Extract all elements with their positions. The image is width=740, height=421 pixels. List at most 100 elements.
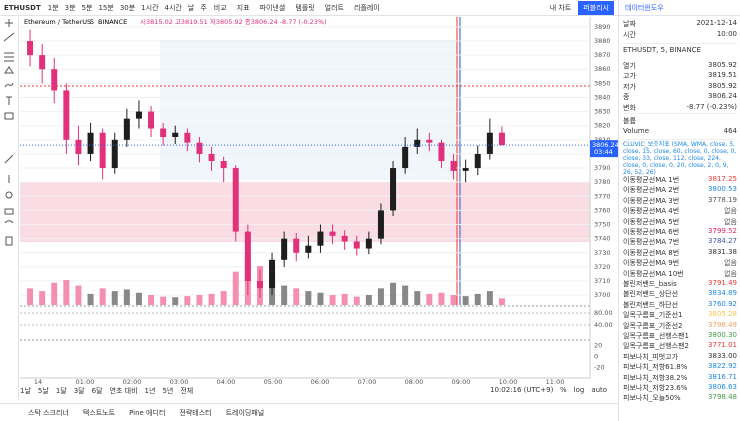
tab[interactable]: Pine 에디터: [129, 408, 166, 417]
scale-options: % log auto: [560, 386, 607, 394]
value: 3834.89: [708, 289, 737, 298]
interval[interactable]: 30분: [119, 3, 136, 12]
y-tick-label: -20: [594, 364, 605, 372]
volume-bar: [341, 293, 348, 305]
tool[interactable]: 지표: [236, 3, 250, 12]
volume-bar: [353, 296, 360, 305]
candle-body: [486, 132, 493, 154]
value: 3800.30: [708, 331, 737, 339]
interval[interactable]: 주: [200, 3, 207, 12]
candle-body: [293, 238, 300, 253]
range[interactable]: 1날: [20, 387, 31, 395]
indicator-row: 이동평균선MA 3번 3778.19: [623, 196, 737, 206]
indicator-row: 볼린저밴드_상단선 3834.89: [623, 289, 737, 299]
value: 3806.63: [708, 383, 737, 391]
interval[interactable]: 15분: [98, 3, 114, 12]
volume-bar: [317, 292, 324, 305]
tool[interactable]: 비교: [213, 3, 227, 12]
tab[interactable]: 스탁 스크리너: [28, 408, 69, 417]
candle-body: [281, 238, 288, 260]
interval[interactable]: 날: [187, 3, 195, 12]
label: 일목구름표_선행스팬2: [623, 342, 689, 351]
y-tick-label: 3720: [594, 263, 611, 271]
y-tick-label: 0: [594, 353, 598, 361]
volume-bar: [111, 291, 118, 305]
my-chart[interactable]: 내 차트: [549, 3, 572, 12]
scale-option[interactable]: %: [560, 386, 567, 394]
candle-body: [317, 231, 324, 246]
candle-body: [414, 139, 421, 147]
volume-bar: [99, 288, 106, 305]
tool[interactable]: 얼러트: [324, 3, 344, 12]
value: 3791.49: [708, 279, 737, 287]
range[interactable]: 1년: [144, 387, 156, 395]
value: 3805.92: [708, 81, 737, 90]
y-tick-label: 3860: [594, 65, 611, 73]
range[interactable]: 연초 대비: [109, 387, 138, 395]
range[interactable]: 5날: [37, 387, 49, 395]
interval[interactable]: 4시간: [164, 3, 182, 12]
y-tick-label: 3890: [594, 23, 611, 31]
interval[interactable]: 1분: [47, 3, 59, 12]
chart-exchange: BINANCE: [98, 18, 127, 26]
y-tick-label: 3730: [594, 249, 611, 257]
volume-bar: [414, 291, 421, 305]
value: 3798.48: [708, 393, 737, 402]
indicator-row: 피보나치_피벗고가 3833.00: [623, 352, 737, 362]
symbol[interactable]: ETHUSDT: [4, 3, 41, 12]
volume-bar: [377, 288, 384, 305]
indicator-row: 이동평균선MA 10번 없음: [623, 269, 737, 279]
x-tick-label: 11:00: [546, 378, 565, 386]
candle-body: [232, 168, 239, 232]
volume-bar: [160, 296, 167, 305]
volume-bar: [329, 295, 336, 305]
indicator-row: 볼린저밴드_하단선 3760.92: [623, 300, 737, 310]
volume-bar: [87, 293, 94, 305]
interval[interactable]: 3분: [64, 3, 76, 12]
x-tick-label: 03:00: [170, 378, 189, 386]
y-tick-label: 3780: [594, 178, 611, 186]
publish-button[interactable]: 퍼블리시: [578, 0, 614, 15]
panel-tab[interactable]: 데이터윈도우: [619, 0, 740, 16]
label: 볼린저밴드_상단선: [623, 290, 679, 299]
tab[interactable]: 트레이딩패널: [225, 408, 265, 417]
tool[interactable]: 템플릿: [295, 3, 315, 12]
clock: 10:02:16 (UTC+9): [490, 386, 554, 394]
label: 볼린저밴드_basis: [623, 280, 677, 288]
tool[interactable]: 리플레이: [353, 3, 380, 12]
candle-body: [208, 153, 215, 161]
volume-bar: [462, 296, 469, 305]
interval[interactable]: 5분: [81, 3, 93, 12]
tool[interactable]: 파이낸셜: [259, 3, 286, 12]
zone: [20, 182, 590, 242]
scale-option[interactable]: auto: [591, 386, 608, 394]
candle-body: [365, 238, 372, 249]
volume-bar: [365, 295, 372, 305]
scale-option[interactable]: log: [573, 386, 585, 394]
indicator-row: 이동평균선MA 8번 3831.38: [623, 248, 737, 258]
range[interactable]: 전체: [180, 387, 194, 395]
x-tick-label: 06:00: [311, 378, 330, 386]
tab[interactable]: 전략테스터: [179, 408, 212, 417]
tab[interactable]: 텍스트노트: [82, 408, 116, 417]
candle-body: [377, 210, 384, 239]
interval[interactable]: 1시간: [141, 3, 159, 12]
range[interactable]: 3달: [73, 387, 85, 395]
label: 이동평균선MA 3번: [623, 196, 680, 205]
ohlc-row: 변화 -8.77 (-0.23%): [623, 103, 737, 113]
volume-bar: [498, 298, 505, 305]
candle-body: [329, 231, 336, 236]
data-window: 데이터윈도우 날짜 2021-12-14 시간 10:00 ETHUSDT, 5, …: [618, 0, 740, 421]
label: 이동평균선MA 6번: [623, 228, 680, 236]
y-tick-label: 3790: [594, 164, 611, 172]
volume-bar: [232, 271, 239, 305]
label: 일목구름표_선행스팬1: [623, 332, 689, 340]
range[interactable]: 1달: [55, 387, 67, 395]
y-tick-label: 80.00: [594, 309, 613, 317]
value: 3805.28: [708, 310, 737, 319]
x-tick-label: 01:00: [76, 378, 95, 386]
range[interactable]: 5년: [162, 387, 174, 395]
value: 없음: [724, 207, 737, 216]
range[interactable]: 6달: [91, 387, 103, 395]
